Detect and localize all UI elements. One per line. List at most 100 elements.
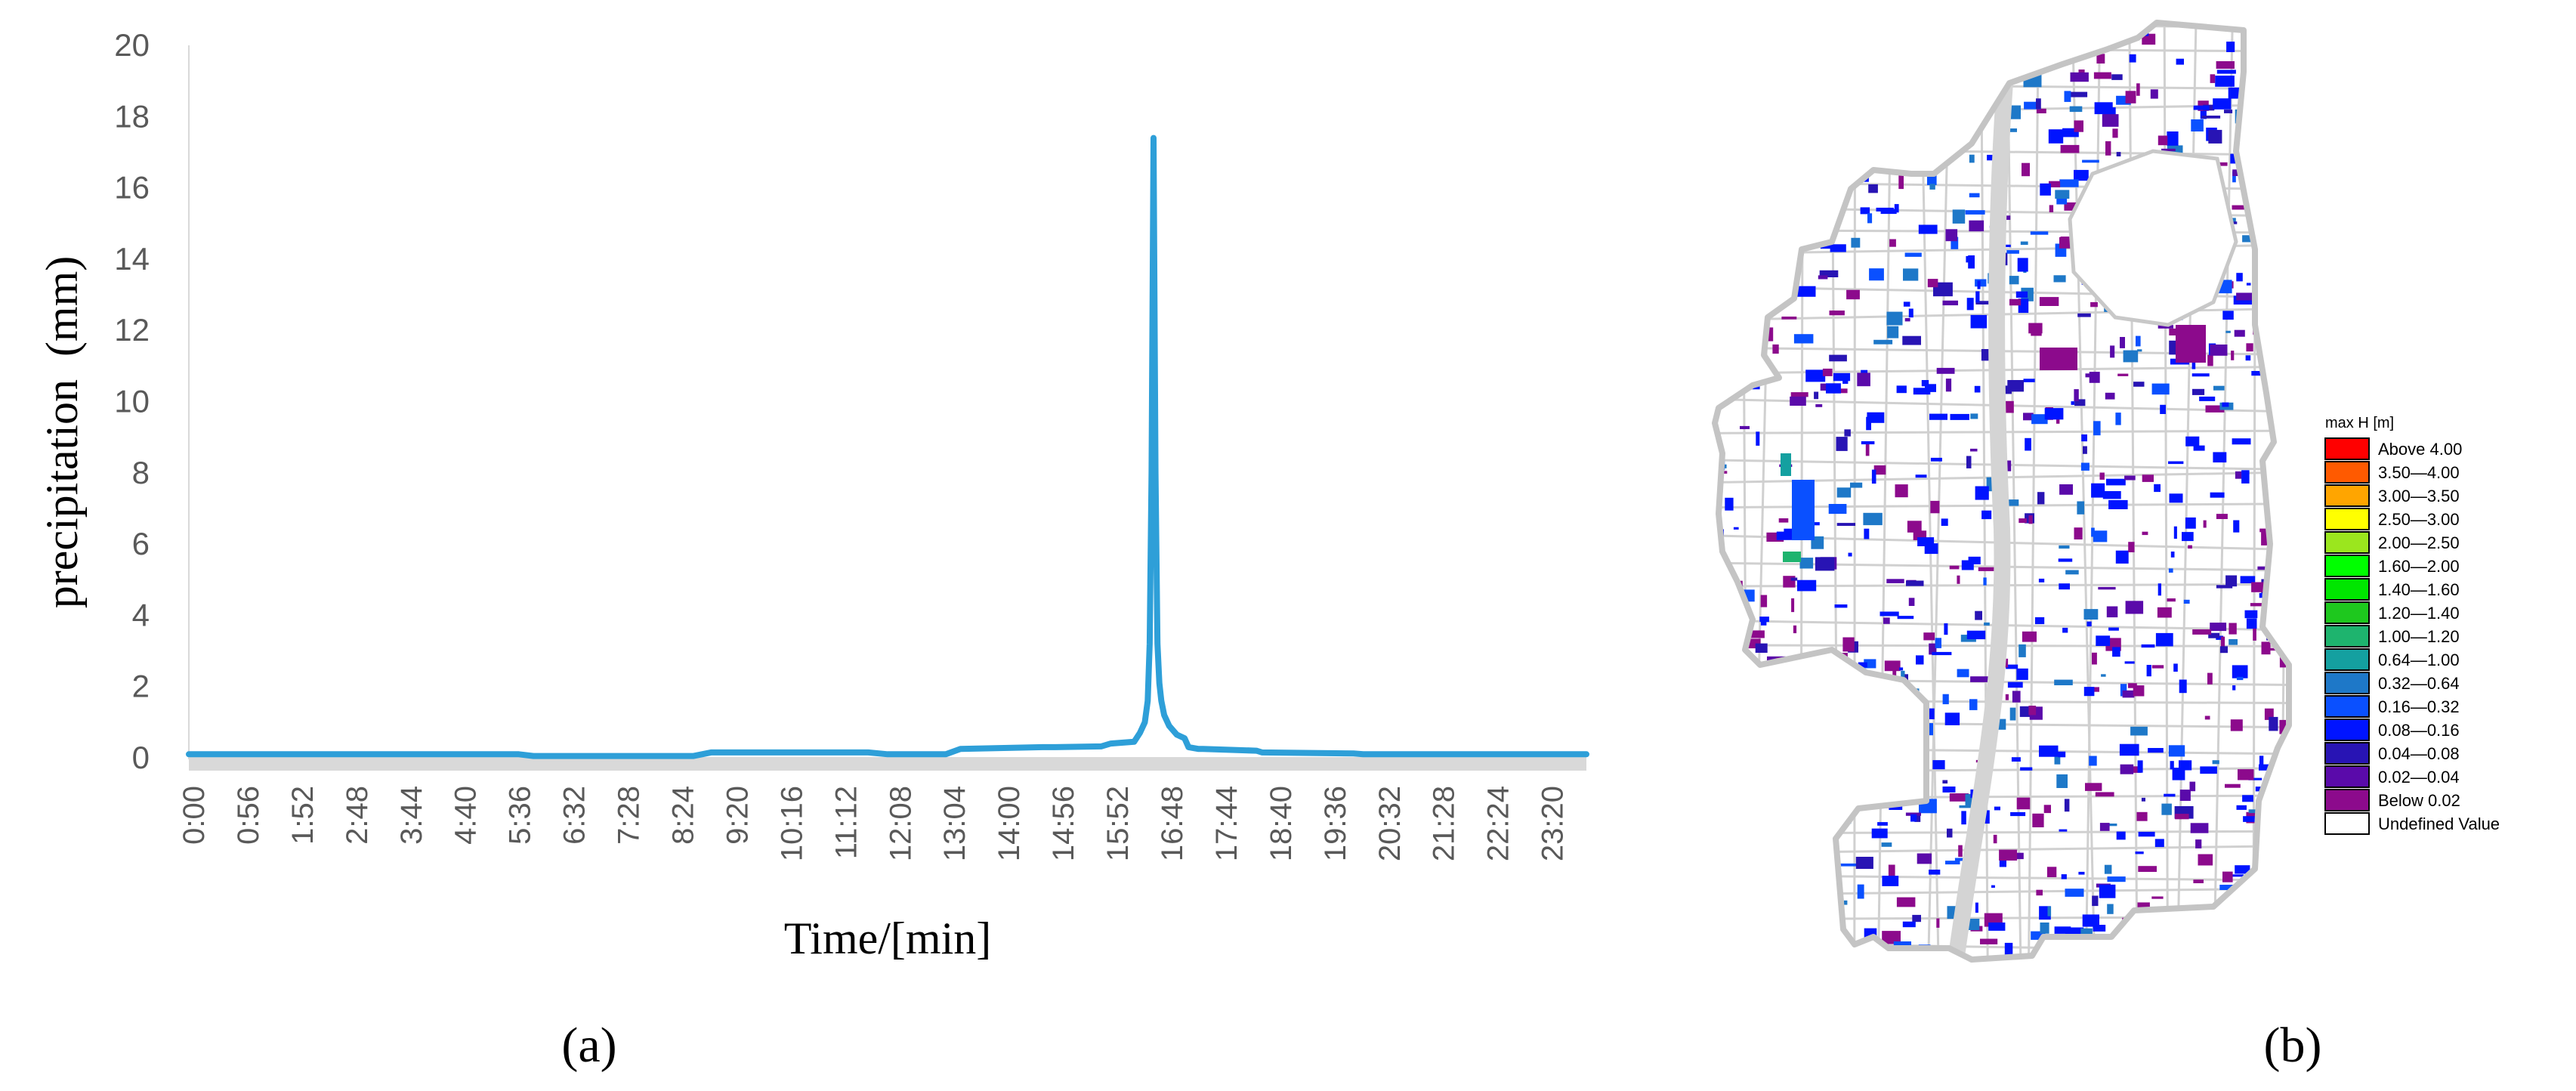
depth-patch xyxy=(1949,793,1969,802)
depth-patch xyxy=(1772,941,1778,948)
depth-patch xyxy=(1758,285,1770,289)
depth-patch xyxy=(2065,570,2079,575)
depth-patch xyxy=(1818,138,1830,146)
depth-patch xyxy=(2260,121,2273,131)
depth-patch xyxy=(2036,98,2041,110)
depth-patch xyxy=(2059,829,2068,832)
depth-patch xyxy=(2271,882,2277,893)
depth-patch xyxy=(1913,388,1931,395)
depth-patch xyxy=(1942,122,1948,129)
depth-patch xyxy=(1977,280,1981,289)
depth-patch xyxy=(2281,755,2289,768)
depth-patch xyxy=(2291,863,2308,867)
depth-patch xyxy=(2280,467,2286,476)
depth-patch xyxy=(1866,416,1871,431)
depth-patch xyxy=(2273,316,2289,329)
depth-patch xyxy=(1892,669,1897,676)
depth-patch xyxy=(1876,145,1893,152)
depth-patch xyxy=(2291,759,2302,769)
depth-patch xyxy=(1999,849,2018,861)
depth-patch xyxy=(1927,279,1938,288)
depth-patch xyxy=(2248,777,2262,780)
depth-patch xyxy=(1748,63,1765,69)
depth-patch xyxy=(1951,236,1959,249)
depth-patch xyxy=(1836,523,1855,526)
depth-patch xyxy=(2068,49,2074,53)
depth-patch xyxy=(1850,482,1863,488)
depth-patch xyxy=(1796,286,1816,297)
depth-patch xyxy=(1902,72,1915,82)
depth-patch xyxy=(1833,192,1837,200)
depth-patch xyxy=(2089,756,2097,766)
legend-swatch xyxy=(2324,437,2370,460)
depth-patch xyxy=(2135,851,2144,855)
depth-patch xyxy=(1896,385,1907,394)
depth-patch xyxy=(2056,774,2068,788)
depth-patch xyxy=(2120,764,2134,774)
depth-patch xyxy=(1886,579,1904,583)
y-tick-label: 12 xyxy=(114,312,150,348)
depth-patch xyxy=(1821,904,1836,910)
legend-label: 0.32—0.64 xyxy=(2378,674,2460,693)
depth-patch xyxy=(2287,490,2289,494)
depth-patch xyxy=(1879,611,1899,617)
depth-patch xyxy=(2062,128,2079,138)
depth-patch xyxy=(2208,632,2220,638)
depth-patch xyxy=(2295,204,2300,211)
depth-patch xyxy=(1836,487,1852,498)
depth-patch xyxy=(2017,258,2028,272)
depth-patch xyxy=(2142,531,2148,536)
depth-patch xyxy=(1847,70,1855,73)
legend-label: 0.16—0.32 xyxy=(2378,697,2460,716)
depth-patch xyxy=(1843,900,1848,905)
depth-patch xyxy=(2226,42,2235,52)
depth-patch xyxy=(1988,923,2006,931)
depth-patch xyxy=(2281,292,2289,299)
depth-patch xyxy=(1930,500,1940,514)
depth-patch xyxy=(2236,273,2243,282)
depth-patch xyxy=(1758,826,1765,835)
depth-patch xyxy=(2279,922,2289,936)
depth-patch xyxy=(1842,637,1855,652)
depth-patch xyxy=(1716,654,1731,668)
depth-patch xyxy=(1954,858,1970,861)
legend-label: 2.00—2.50 xyxy=(2378,533,2460,552)
legend-label: 3.00—3.50 xyxy=(2378,487,2460,505)
depth-patch xyxy=(1776,531,1793,540)
depth-patch xyxy=(2112,128,2118,138)
depth-patch xyxy=(2290,443,2303,447)
depth-patch xyxy=(1923,71,1939,85)
depth-patch xyxy=(2044,408,2064,420)
depth-patch xyxy=(1932,760,1945,770)
depth-patch xyxy=(2059,179,2079,187)
depth-patch xyxy=(2274,146,2287,157)
depth-patch xyxy=(2238,143,2258,152)
depth-patch xyxy=(2157,583,2161,596)
depth-patch xyxy=(2259,592,2262,598)
depth-patch xyxy=(2006,664,2018,669)
depth-patch xyxy=(2136,83,2140,96)
depth-patch xyxy=(1893,941,1911,947)
depth-patch xyxy=(1816,674,1830,688)
depth-patch xyxy=(2205,405,2225,413)
depth-patch xyxy=(1762,369,1767,379)
depth-patch xyxy=(1815,557,1835,571)
depth-patch xyxy=(2225,783,2241,788)
depth-patch xyxy=(2009,707,2016,721)
depth-patch xyxy=(2216,514,2228,519)
legend-swatch xyxy=(2324,695,2370,718)
depth-patch xyxy=(1905,812,1921,816)
depth-patch xyxy=(1849,134,1865,141)
depth-patch xyxy=(2093,925,2106,932)
depth-patch xyxy=(2038,578,2045,583)
depth-patch xyxy=(1815,51,1820,63)
depth-patch xyxy=(2219,646,2228,654)
depth-patch xyxy=(1984,622,1990,626)
depth-patch xyxy=(2257,566,2271,570)
depth-patch xyxy=(1832,676,1844,681)
y-tick-label: 20 xyxy=(114,27,150,63)
depth-patch xyxy=(2160,404,2166,414)
legend-title: max H [m] xyxy=(2325,415,2394,431)
depth-patch xyxy=(2274,162,2288,167)
x-tick-label: 14:00 xyxy=(993,786,1026,861)
